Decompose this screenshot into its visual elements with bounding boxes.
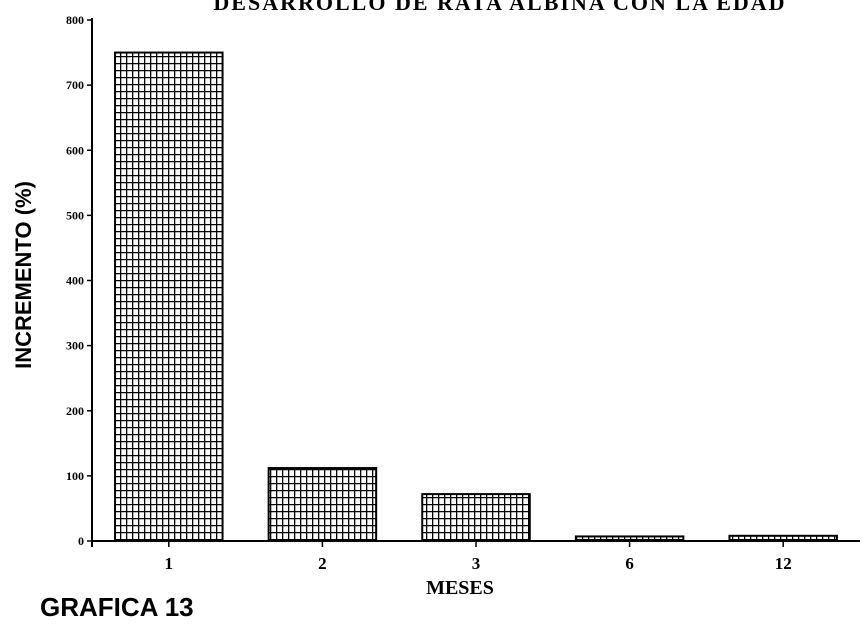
y-tick-label: 700 <box>66 78 84 92</box>
y-tick-label: 300 <box>66 339 84 353</box>
x-tick-label: 3 <box>472 554 481 573</box>
bar-2 <box>267 467 378 542</box>
x-tick-label: 2 <box>318 554 327 573</box>
y-tick-label: 800 <box>66 13 84 27</box>
x-tick-label: 12 <box>775 554 792 573</box>
y-tick-label: 500 <box>66 208 84 222</box>
figure-label: GRAFICA 13 <box>40 592 194 622</box>
chart-title: DESARROLLO DE RATA ALBINA CON LA EDAD <box>213 0 787 15</box>
x-tick-label: 6 <box>625 554 634 573</box>
x-axis-label: MESES <box>426 577 494 599</box>
bar-12 <box>728 534 838 542</box>
y-tick-label: 200 <box>66 404 84 418</box>
bar-6 <box>574 535 685 542</box>
bar-1 <box>114 51 224 542</box>
y-tick-label: 600 <box>66 143 84 157</box>
x-tick-label: 1 <box>165 554 174 573</box>
bars <box>114 51 838 542</box>
y-tick-label: 100 <box>66 469 84 483</box>
bar-3 <box>421 493 531 542</box>
y-axis-label: INCREMENTO (%) <box>11 181 36 369</box>
y-tick-label: 400 <box>66 274 84 288</box>
y-axis-label-container: INCREMENTO (%) <box>4 0 44 624</box>
y-tick-label: 0 <box>78 534 84 548</box>
